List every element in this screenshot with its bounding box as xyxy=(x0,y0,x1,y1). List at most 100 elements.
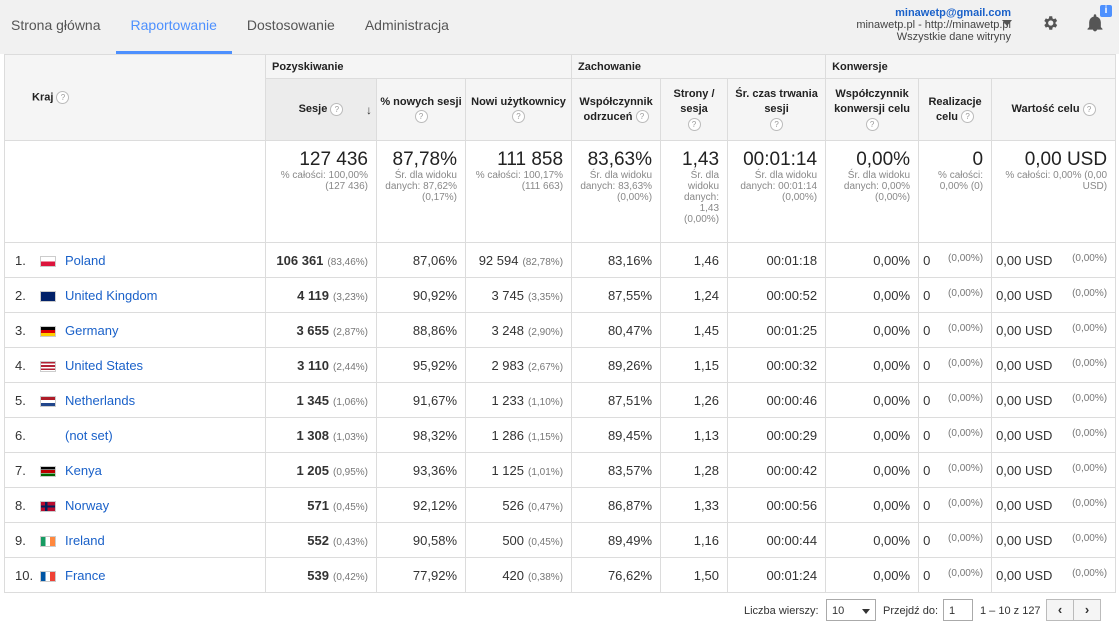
country-cell[interactable]: 8. Norway xyxy=(4,487,266,523)
help-icon[interactable]: ? xyxy=(635,110,649,124)
country-link[interactable]: Netherlands xyxy=(65,392,136,408)
country-cell[interactable]: 1. Poland xyxy=(4,242,266,278)
nav-admin[interactable]: Administracja xyxy=(364,17,449,33)
col-header-pages-per-session[interactable]: Strony / sesja ? xyxy=(660,78,729,141)
new-sessions-cell: 98,32% xyxy=(376,417,466,453)
bell-icon[interactable] xyxy=(1085,13,1105,33)
total-completions: 0% całości: 0,00% (0) xyxy=(918,140,993,243)
col-header-conv-rate[interactable]: Współczynnik konwersji celu ? xyxy=(825,78,920,141)
table-row[interactable]: 10. France 539 (0,42%) 77,92% 420 (0,38%) 7… xyxy=(4,557,1117,593)
new-users-pct: (2,90%) xyxy=(528,326,564,338)
country-cell[interactable]: 7. Kenya xyxy=(4,452,266,488)
completions-pct: (0,00%) xyxy=(948,462,984,474)
help-icon[interactable]: ? xyxy=(512,110,526,124)
bounce-cell: 80,47% xyxy=(571,312,662,348)
new-sessions-cell: 91,67% xyxy=(376,382,466,418)
help-icon[interactable]: ? xyxy=(687,117,701,131)
country-link[interactable]: Norway xyxy=(65,497,110,513)
table-row[interactable]: 8. Norway 571 (0,45%) 92,12% 526 (0,47%) 86… xyxy=(4,487,1117,523)
country-link[interactable]: Germany xyxy=(65,322,119,338)
table-row[interactable]: 4. United States 3 110 (2,44%) 95,92% 2 98… xyxy=(4,347,1117,383)
col-goal-value-label: Wartość celu xyxy=(1011,103,1080,115)
table-row[interactable]: 2. United Kingdom 4 119 (3,23%) 90,92% 3 7… xyxy=(4,277,1117,313)
account-email[interactable]: minawetp@gmail.com xyxy=(895,7,1011,19)
country-cell[interactable]: 6. (not set) xyxy=(4,417,266,453)
help-icon[interactable]: ? xyxy=(1082,102,1096,116)
chevron-down-icon[interactable] xyxy=(1002,20,1012,26)
goal-value-cell: 0,00 USD (0,00%) xyxy=(991,277,1117,313)
gear-icon[interactable] xyxy=(1041,14,1059,32)
completions-pct: (0,00%) xyxy=(948,392,984,404)
account-selector[interactable]: minawetp@gmail.com minawetp.pl - http://… xyxy=(856,7,1011,43)
country-link[interactable]: United Kingdom xyxy=(65,287,158,303)
sort-descending-icon[interactable]: ↓ xyxy=(366,103,372,117)
goal-value: 0,00 USD xyxy=(996,567,1053,583)
chevron-down-icon xyxy=(862,609,870,614)
col-header-country[interactable]: Kraj ? xyxy=(4,54,266,141)
col-country-label: Kraj xyxy=(32,91,54,104)
help-icon[interactable]: ? xyxy=(56,91,70,104)
goal-value-pct: (0,00%) xyxy=(1072,497,1108,509)
country-link[interactable]: France xyxy=(65,567,106,583)
total-sub: Śr. dla widoku danych: 0,00% (0,00%) xyxy=(843,170,911,203)
rows-per-page-select[interactable]: 10 xyxy=(826,599,876,621)
completions-cell: 0 (0,00%) xyxy=(918,487,993,523)
col-header-new-users[interactable]: Nowi użytkownicy ? xyxy=(464,78,573,141)
col-header-new-sessions[interactable]: % nowych sesji ? xyxy=(376,78,466,141)
table-row[interactable]: 6. (not set) 1 308 (1,03%) 98,32% 1 286 (1,… xyxy=(4,417,1117,453)
country-link[interactable]: Ireland xyxy=(65,532,105,548)
country-link[interactable]: Poland xyxy=(65,252,106,268)
sessions-value: 106 361 xyxy=(276,252,324,268)
sessions-cell: 106 361 (83,46%) xyxy=(265,242,377,278)
country-cell[interactable]: 10. France xyxy=(4,557,266,593)
help-icon[interactable]: ? xyxy=(330,102,344,116)
next-page-button[interactable]: › xyxy=(1084,602,1090,617)
table-row[interactable]: 3. Germany 3 655 (2,87%) 88,86% 3 248 (2,90… xyxy=(4,312,1117,348)
col-header-goal-value[interactable]: Wartość celu ? xyxy=(991,78,1117,141)
country-cell[interactable]: 3. Germany xyxy=(4,312,266,348)
sessions-cell: 1 345 (1,06%) xyxy=(265,382,377,418)
help-icon[interactable]: ? xyxy=(961,110,975,124)
sessions-cell: 1 205 (0,95%) xyxy=(265,452,377,488)
country-cell[interactable]: 9. Ireland xyxy=(4,522,266,558)
sessions-value: 3 110 xyxy=(297,357,329,373)
country-cell[interactable]: 5. Netherlands xyxy=(4,382,266,418)
col-header-completions[interactable]: Realizacje celu ? xyxy=(918,78,993,141)
col-header-bounce-rate[interactable]: Współczynnik odrzuceń ? xyxy=(571,78,662,141)
total-sessions: 127 436% całości: 100,00% (127 436) xyxy=(265,140,377,243)
country-cell[interactable]: 4. United States xyxy=(4,347,266,383)
help-icon[interactable]: ? xyxy=(865,117,879,131)
nav-home[interactable]: Strona główna xyxy=(11,17,101,33)
country-link[interactable]: (not set) xyxy=(65,427,113,443)
prev-page-button[interactable]: ‹ xyxy=(1047,600,1074,620)
pages-cell: 1,28 xyxy=(660,452,729,488)
row-index: 3. xyxy=(15,322,26,338)
goal-value: 0,00 USD xyxy=(996,462,1053,478)
group-header-conversions: Konwersje xyxy=(825,54,1117,79)
col-duration-label: Śr. czas trwania sesji xyxy=(735,88,818,115)
new-users-cell: 420 (0,38%) xyxy=(464,557,573,593)
col-header-sessions[interactable]: Sesje ? ↓ xyxy=(265,78,377,141)
goal-value-cell: 0,00 USD (0,00%) xyxy=(991,382,1117,418)
table-row[interactable]: 7. Kenya 1 205 (0,95%) 93,36% 1 125 (1,01%)… xyxy=(4,452,1117,488)
new-sessions-cell: 93,36% xyxy=(376,452,466,488)
new-users-value: 92 594 xyxy=(478,252,519,268)
table-row[interactable]: 9. Ireland 552 (0,43%) 90,58% 500 (0,45%) 8… xyxy=(4,522,1117,558)
country-link[interactable]: United States xyxy=(65,357,144,373)
new-users-cell: 92 594 (82,78%) xyxy=(464,242,573,278)
col-header-avg-duration[interactable]: Śr. czas trwania sesji ? xyxy=(727,78,827,141)
country-cell[interactable]: 2. United Kingdom xyxy=(4,277,266,313)
help-icon[interactable]: ? xyxy=(770,117,784,131)
help-icon[interactable]: ? xyxy=(414,110,428,124)
table-row[interactable]: 1. Poland 106 361 (83,46%) 87,06% 92 594 (8… xyxy=(4,242,1117,278)
rows-per-page-value: 10 xyxy=(832,605,845,617)
country-link[interactable]: Kenya xyxy=(65,462,102,478)
sessions-pct: (2,44%) xyxy=(332,361,368,373)
goto-input[interactable]: 1 xyxy=(943,599,973,621)
conv-cell: 0,00% xyxy=(825,382,920,418)
table-row[interactable]: 5. Netherlands 1 345 (1,06%) 91,67% 1 233(… xyxy=(4,382,1117,418)
notification-badge[interactable]: i xyxy=(1100,5,1112,17)
nav-reporting[interactable]: Raportowanie xyxy=(115,0,232,54)
nav-customization[interactable]: Dostosowanie xyxy=(246,17,335,33)
new-users-value: 2 983 xyxy=(491,357,525,373)
